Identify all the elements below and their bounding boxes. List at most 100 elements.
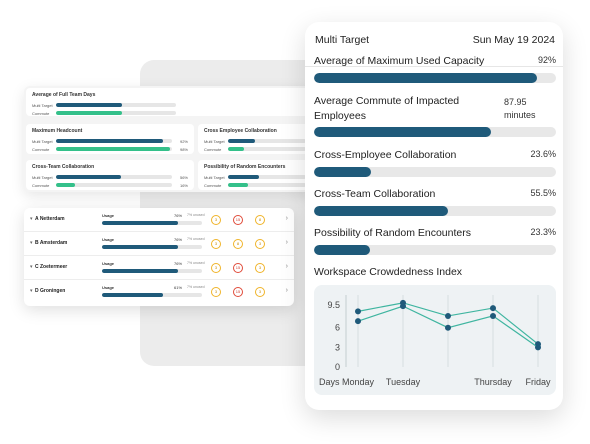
mini-bar-fill — [56, 183, 75, 187]
mini-bar-fill — [228, 183, 248, 187]
mini-bar-fill — [56, 147, 170, 151]
location-name: D Groningen — [35, 288, 66, 294]
chevron-down-icon[interactable]: ▾ — [30, 288, 33, 294]
panel-cross-team-collaboration: Cross-Team Collaboration Multi Target 56… — [26, 160, 194, 190]
mini-row-label: Multi Target — [32, 138, 53, 144]
mini-row: Commute — [204, 145, 306, 153]
location-row[interactable]: ▾ D Groningen Usage 61% 7% unused 3 15 3… — [24, 280, 294, 304]
x-tick-label: Friday — [525, 377, 551, 387]
usage-note: 7% unused — [187, 237, 205, 241]
location-list-card: ▾ A Netterdam Usage 76% 7% unused 3 15 8… — [24, 208, 294, 306]
x-tick-label: Tuesday — [386, 377, 421, 387]
metric-max-used-capacity: Average of Maximum Used Capacity 92% — [314, 54, 556, 84]
data-point — [445, 312, 451, 319]
chevron-down-icon[interactable]: ▾ — [30, 240, 33, 246]
location-name: C Zoetermeer — [35, 264, 68, 270]
card-title: Multi Target — [315, 34, 370, 46]
mini-bar-track — [228, 147, 306, 151]
mini-bar-fill — [56, 175, 121, 179]
metric-value: 92% — [537, 55, 556, 65]
metric-average-commute: Average Commute of Impacted Employees 87… — [314, 94, 556, 138]
chart-title: Workspace Crowdedness Index — [314, 266, 463, 278]
location-name: B Amsterdam — [35, 240, 68, 246]
metric-value: 23.3% — [530, 227, 556, 237]
mini-row: Multi Target 92% — [32, 137, 188, 145]
mini-row: Commute 98% — [32, 145, 188, 153]
mini-bar-track — [56, 183, 172, 187]
mini-row-label: Multi Target — [204, 138, 225, 144]
usage-percent: 76% — [174, 213, 183, 218]
card-date: Sun May 19 2024 — [472, 34, 555, 46]
mini-row: Commute — [204, 181, 306, 189]
panel-title: Average of Full Team Days — [32, 92, 96, 98]
status-badge: 15 — [233, 215, 243, 225]
location-row[interactable]: ▾ C Zoetermeer Usage 76% 7% unused 3 15 … — [24, 256, 294, 280]
mini-bar-fill — [56, 139, 163, 143]
y-tick-label: 6 — [335, 323, 340, 333]
status-badge: 3 — [255, 287, 265, 297]
data-point — [400, 303, 406, 310]
chevron-down-icon[interactable]: ▾ — [30, 216, 33, 222]
usage-bar-track — [102, 221, 202, 225]
status-badge: 15 — [233, 263, 243, 273]
usage-label: Usage — [102, 213, 115, 218]
mini-row-value: 98% — [179, 146, 188, 152]
metric-bar-fill — [314, 73, 537, 83]
x-axis-label: Days — [319, 377, 340, 387]
crowdedness-chart-svg: 9.5 6 3 0 Days Monday Tuesday Thursday Friday — [319, 295, 551, 387]
chevron-right-icon[interactable]: › — [285, 215, 288, 222]
mini-bar-fill — [56, 111, 122, 115]
metric-random-encounters: Possibility of Random Encounters 23.3% — [314, 226, 556, 256]
usage-bar-track — [102, 293, 202, 297]
mini-row-value: 56% — [179, 174, 188, 180]
mini-bar-track — [56, 103, 176, 107]
panel-title: Cross Employee Collaboration — [204, 128, 277, 134]
mini-row-label: Multi Target — [32, 102, 53, 108]
x-tick-label: Monday — [342, 377, 375, 387]
chevron-right-icon[interactable]: › — [285, 287, 288, 294]
location-row[interactable]: ▾ B Amsterdam Usage 76% 7% unused 3 8 3 … — [24, 232, 294, 256]
usage-percent: 76% — [174, 237, 183, 242]
metric-value: 55.5% — [530, 188, 556, 198]
usage-bar-fill — [102, 221, 178, 225]
metric-label: Cross-Employee Collaboration — [314, 149, 457, 161]
metric-cross-team: Cross-Team Collaboration 55.5% — [314, 187, 556, 217]
status-badge: 8 — [233, 239, 243, 249]
panel-title: Cross-Team Collaboration — [32, 164, 95, 170]
chevron-down-icon[interactable]: ▾ — [30, 264, 33, 270]
status-badge: 3 — [211, 287, 221, 297]
panel-maximum-headcount: Maximum Headcount Multi Target 92% Commu… — [26, 124, 194, 154]
mini-row-label: Commute — [204, 146, 222, 152]
panel-title: Possibility of Random Encounters — [204, 164, 286, 170]
mini-bar-track — [56, 147, 172, 151]
status-badge: 3 — [211, 239, 221, 249]
location-name: A Netterdam — [35, 216, 65, 222]
metric-bar-fill — [314, 206, 449, 216]
usage-percent: 61% — [174, 285, 183, 290]
mini-bar-fill — [56, 103, 122, 107]
panel-possibility-random-encounters: Possibility of Random Encounters Multi T… — [198, 160, 312, 190]
mini-row: Multi Target 56% — [32, 173, 188, 181]
mini-row: Multi Target — [204, 137, 306, 145]
mini-bar-track — [56, 111, 176, 115]
mini-row-value: 92% — [179, 138, 188, 144]
crowdedness-chart: 9.5 6 3 0 Days Monday Tuesday Thursday Friday — [314, 285, 556, 395]
location-row[interactable]: ▾ A Netterdam Usage 76% 7% unused 3 15 8… — [24, 208, 294, 232]
chevron-right-icon[interactable]: › — [285, 263, 288, 270]
multi-target-card: Multi Target Sun May 19 2024 Average of … — [305, 22, 563, 410]
card-header: Multi Target Sun May 19 2024 — [315, 34, 555, 48]
mini-row-value: 16% — [179, 182, 188, 188]
usage-label: Usage — [102, 285, 115, 290]
usage-bar-fill — [102, 245, 178, 249]
metric-value: 23.6% — [530, 149, 556, 159]
mini-bar-track — [228, 183, 306, 187]
y-tick-label: 3 — [335, 342, 340, 352]
x-tick-label: Thursday — [474, 377, 512, 387]
mini-row: Commute — [32, 109, 306, 117]
usage-label: Usage — [102, 261, 115, 266]
usage-note: 7% unused — [187, 261, 205, 265]
y-tick-label: 9.5 — [327, 300, 340, 310]
metric-value: 87.95 minutes — [504, 97, 536, 120]
chevron-right-icon[interactable]: › — [285, 239, 288, 246]
mini-row-label: Multi Target — [204, 174, 225, 180]
